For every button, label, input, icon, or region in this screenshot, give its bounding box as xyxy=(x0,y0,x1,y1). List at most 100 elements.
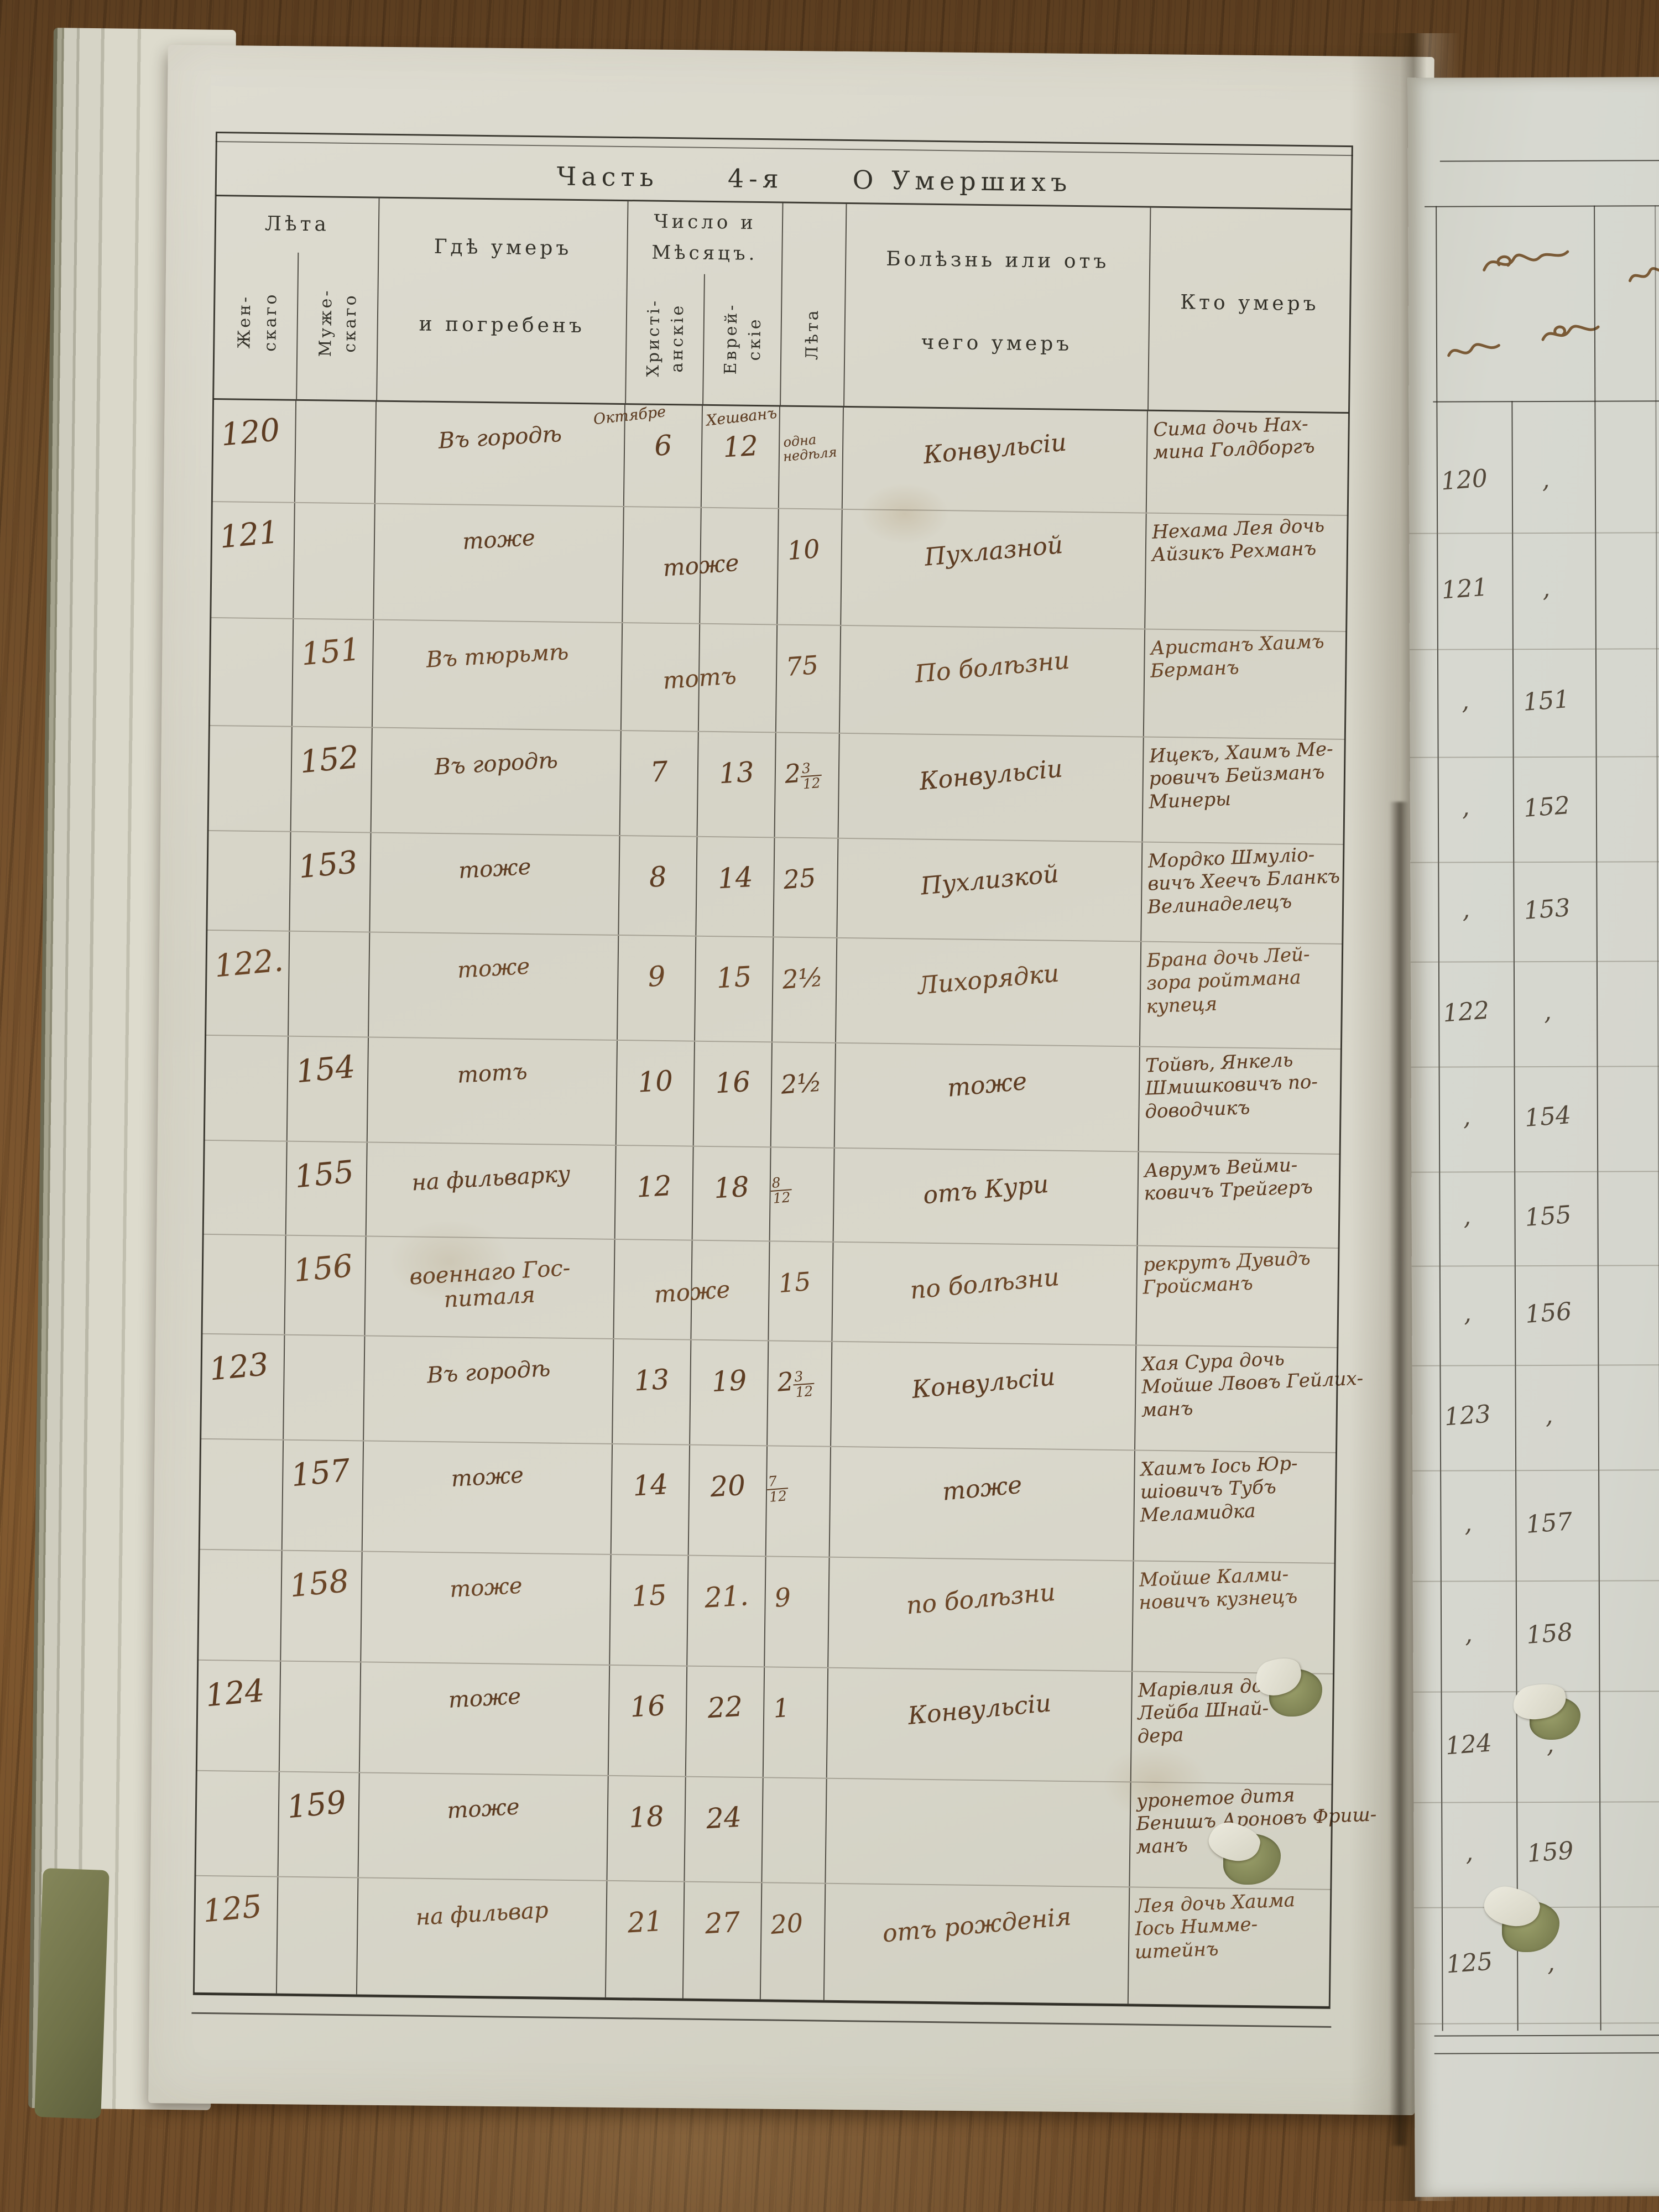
place-text: Въ тюрьмѣ xyxy=(425,639,570,673)
cell-disease: по болѣзни xyxy=(828,1557,1134,1671)
cell-place: на фильварку xyxy=(366,1142,617,1239)
cell-age: 25 xyxy=(774,838,839,937)
cell-number-male: 152 xyxy=(291,727,373,832)
register-table: Часть 4-я О Умершихъ Лѣта Жен- скаго Муж… xyxy=(191,133,1377,2028)
cell-date-jewish: 13 xyxy=(697,732,776,837)
cell-number-female xyxy=(207,831,291,931)
date-jewish-value: 16 xyxy=(714,1065,752,1100)
cell-number-male xyxy=(276,1877,359,1995)
cell-who-died: Нехама Лея дочь Айзикъ Рехманъ xyxy=(1145,514,1348,631)
column-divider xyxy=(702,274,705,404)
cell-disease: тоже xyxy=(834,1043,1140,1151)
cell-number-female xyxy=(195,1771,280,1876)
cell-number-male: 153 xyxy=(290,832,372,932)
fraction-denominator: 12 xyxy=(795,1383,814,1401)
month-label-jewish: Хешванъ xyxy=(705,404,778,430)
place-text: тоже xyxy=(446,1794,520,1824)
entry-number-female: 121 xyxy=(218,514,280,556)
date-jewish-value: 14 xyxy=(717,860,754,895)
disease-text: Конвульсіи xyxy=(906,1689,1052,1730)
table-row: 125 на фильвар 21 27 20 отъ рожденія Лея дочь … xyxy=(194,1876,1331,2006)
table-row: 156 военнаго Гос-питаля 15 по болѣзни рекрут… xyxy=(202,1234,1339,1348)
date-jewish-value: 15 xyxy=(715,960,753,995)
table-row: 121 тоже 10 Пухлазной Нехама Лея дочь Айзикъ … xyxy=(211,502,1348,633)
column-header-jewish-date: скіе xyxy=(745,317,765,361)
table-row: 152 Въ городѣ 7 13 2 3 12 Конвульсіи Ицекъ, Хаим… xyxy=(208,726,1345,845)
index-number-female: 122 xyxy=(1442,996,1490,1028)
cell-disease: Лихорядки xyxy=(836,938,1142,1046)
entry-number-male: 154 xyxy=(294,1048,357,1091)
cell-who-died: Ицекъ, Хаимъ Ме-ровичъ Бейзманъ Минеры xyxy=(1142,738,1344,844)
index-row: 123, xyxy=(1412,1365,1659,1472)
cell-disease: Конвульсіи xyxy=(827,1668,1133,1782)
title-part: 4-я xyxy=(727,163,784,194)
cell-place: тоже xyxy=(361,1552,612,1665)
index-number-female: , xyxy=(1460,895,1471,924)
cell-date-christian: 21 xyxy=(606,1881,685,1999)
cell-number-male: 151 xyxy=(292,619,374,727)
index-number-male: , xyxy=(1541,574,1551,603)
date-christian-value: 8 xyxy=(648,860,668,894)
column-header-age-group: Лѣта xyxy=(264,212,330,236)
cell-place: Въ тюрьмѣ xyxy=(372,620,623,731)
cell-place: тоже xyxy=(358,1773,609,1880)
page-edge-shadow xyxy=(1389,802,1409,2146)
cell-date-jewish: 19 xyxy=(690,1340,769,1446)
age-value: 1 xyxy=(772,1692,791,1724)
date-jewish-value: 20 xyxy=(709,1469,747,1504)
table-row: 122. тоже 9 15 2½ Лихорядки Брана дочь Лей-зор… xyxy=(206,930,1343,1050)
cell-age: 10 xyxy=(778,509,843,625)
age-fraction: 8 12 xyxy=(769,1175,793,1207)
cell-number-female xyxy=(203,1140,288,1235)
entry-number-female: 124 xyxy=(204,1672,267,1714)
entry-number-male: 159 xyxy=(285,1784,348,1826)
cell-age: 7 12 xyxy=(766,1446,832,1557)
fraction-denominator: 12 xyxy=(769,1488,787,1505)
place-text: на фильвар xyxy=(415,1897,549,1931)
cell-number-male xyxy=(294,503,375,619)
date-jewish-value: 22 xyxy=(706,1690,744,1725)
disease-text: тоже xyxy=(946,1067,1029,1103)
index-number-female: 124 xyxy=(1444,1729,1493,1761)
index-number-female: , xyxy=(1460,793,1470,822)
place-text: Въ городѣ xyxy=(434,747,559,780)
date-christian-value: 14 xyxy=(632,1468,669,1503)
cell-number-male: 159 xyxy=(278,1772,360,1877)
index-number-female: , xyxy=(1463,1509,1473,1538)
index-number-male: 152 xyxy=(1522,791,1571,823)
table-row: 158 тоже 15 21. 9 по болѣзни Мойше Калми-нович… xyxy=(198,1550,1335,1674)
index-number-female: 121 xyxy=(1440,573,1489,605)
cell-date-jewish: 18 xyxy=(692,1146,771,1241)
index-number-male: 151 xyxy=(1522,685,1571,717)
disease-text: отъ Кури xyxy=(922,1170,1050,1210)
entry-number-male: 158 xyxy=(288,1563,351,1605)
date-christian-value: 12 xyxy=(635,1170,673,1204)
date-jewish-value: 12 xyxy=(722,429,759,464)
table-row: 120 Въ городѣ Октябре 6 Хешванъ 12 одна недѣля К… xyxy=(212,399,1349,517)
index-number-female: 123 xyxy=(1443,1400,1492,1432)
index-row: 121, xyxy=(1409,533,1659,650)
cell-place: Въ городѣ xyxy=(364,1336,614,1443)
cell-date-jewish: 16 xyxy=(693,1041,773,1147)
ruled-line xyxy=(1439,160,1659,162)
cell-who-died: Сима дочь Нах-мина Голдборгъ xyxy=(1147,411,1349,515)
date-jewish-value: 19 xyxy=(711,1364,748,1399)
table-row: 154 тотъ 10 16 2½ тоже Тойвѣ, Янкель Шмишковичъ… xyxy=(204,1035,1341,1155)
index-number-male: 154 xyxy=(1524,1100,1572,1133)
cell-number-male xyxy=(284,1335,366,1441)
cell-age: 15 xyxy=(769,1241,834,1341)
place-text: тотъ xyxy=(456,1058,528,1088)
disease-text: отъ рожденія xyxy=(881,1902,1073,1948)
column-header-place: и погребенъ xyxy=(419,312,586,338)
column-header-female: Жен- xyxy=(234,294,255,349)
cell-date-jewish: 20 xyxy=(688,1445,768,1556)
column-header-female: скаго xyxy=(260,292,281,352)
cell-disease: Конвульсіи xyxy=(842,407,1148,513)
index-number-female: , xyxy=(1462,1202,1472,1231)
disease-text: По болѣзни xyxy=(914,646,1071,689)
book-page-right: 120, 121,, 151, 152, 153 122,, 154, 155, 156 123,… xyxy=(1407,77,1659,2197)
disease-text: по болѣзни xyxy=(909,1262,1061,1305)
place-text: Въ городѣ xyxy=(437,421,563,454)
cell-age: 2 3 12 xyxy=(775,733,840,838)
column-header-disease: чего умеръ xyxy=(921,331,1073,356)
